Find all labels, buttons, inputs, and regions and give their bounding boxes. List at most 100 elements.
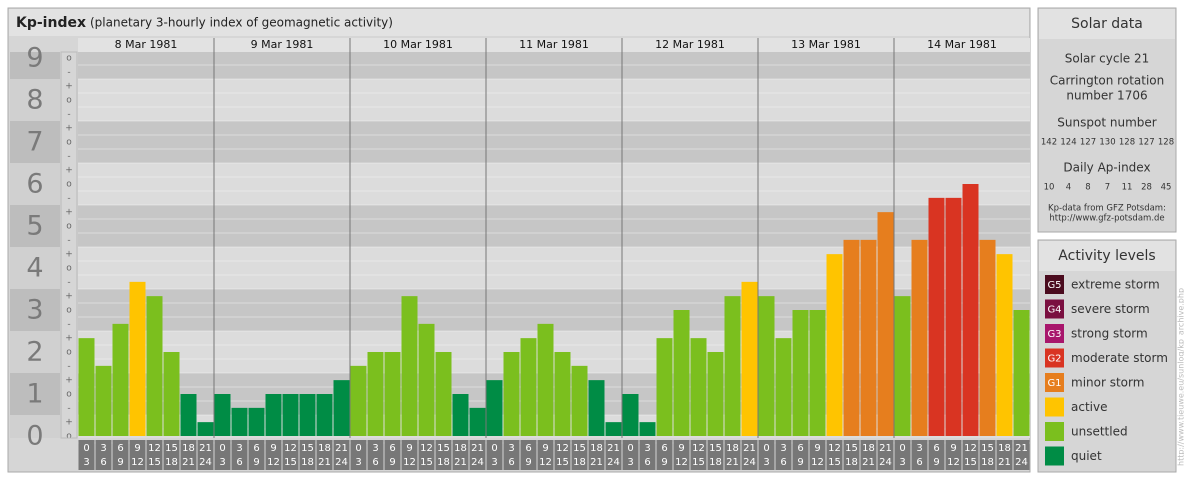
hour-cell bbox=[724, 440, 741, 470]
bar bbox=[197, 422, 214, 436]
minor-tick-label: o bbox=[66, 264, 72, 274]
legend-code: G1 bbox=[1047, 378, 1061, 389]
date-cell bbox=[622, 38, 758, 52]
hour-cell bbox=[673, 440, 690, 470]
minor-tick-label: + bbox=[65, 166, 73, 176]
date-cell bbox=[350, 38, 486, 52]
bar bbox=[282, 394, 299, 436]
hour-label: 18 bbox=[573, 457, 586, 468]
hour-cell bbox=[809, 440, 826, 470]
hour-label: 0 bbox=[763, 443, 769, 454]
minor-tick-label: o bbox=[66, 54, 72, 64]
hour-cell bbox=[469, 440, 486, 470]
hour-label: 6 bbox=[644, 457, 650, 468]
bar bbox=[231, 407, 248, 436]
hour-label: 9 bbox=[134, 443, 140, 454]
hour-label: 21 bbox=[471, 443, 484, 454]
hour-cell bbox=[622, 440, 639, 470]
ap-title: Daily Ap-index bbox=[1063, 161, 1150, 175]
date-label: 9 Mar 1981 bbox=[251, 38, 314, 51]
hour-label: 21 bbox=[454, 457, 467, 468]
ap-value: 4 bbox=[1066, 183, 1071, 193]
hour-cell bbox=[996, 440, 1013, 470]
hour-label: 6 bbox=[389, 443, 395, 454]
hour-label: 6 bbox=[916, 457, 922, 468]
bar bbox=[129, 281, 146, 436]
hour-cell bbox=[180, 440, 197, 470]
hour-label: 3 bbox=[236, 443, 242, 454]
bar bbox=[656, 338, 673, 436]
hour-label: 9 bbox=[253, 457, 259, 468]
hour-label: 24 bbox=[471, 457, 484, 468]
minor-tick-label: o bbox=[66, 306, 72, 316]
bar bbox=[639, 422, 656, 436]
solar-cycle: Solar cycle 21 bbox=[1065, 52, 1150, 66]
bar bbox=[860, 239, 877, 436]
y-tick-label: 0 bbox=[26, 421, 43, 452]
hour-label: 21 bbox=[199, 443, 212, 454]
minor-tick-label: - bbox=[67, 404, 70, 414]
band bbox=[78, 52, 1030, 79]
hour-label: 12 bbox=[675, 457, 688, 468]
hour-cell bbox=[911, 440, 928, 470]
legend-code: G3 bbox=[1047, 329, 1061, 340]
sunspot-value: 127 bbox=[1080, 138, 1096, 148]
hour-label: 3 bbox=[355, 457, 361, 468]
hour-label: 15 bbox=[709, 443, 722, 454]
bar bbox=[724, 296, 741, 436]
bar bbox=[962, 184, 979, 436]
y-tick-label: 1 bbox=[26, 379, 43, 410]
minor-tick-label: + bbox=[65, 376, 73, 386]
date-label: 8 Mar 1981 bbox=[115, 38, 178, 51]
carrington: number 1706 bbox=[1066, 89, 1147, 103]
bar bbox=[911, 239, 928, 436]
hour-label: 21 bbox=[335, 443, 348, 454]
hour-label: 18 bbox=[590, 443, 603, 454]
hour-label: 24 bbox=[335, 457, 348, 468]
watermark: http://www.tieuwe.eu/sunlog/kp_archive.p… bbox=[1177, 288, 1184, 466]
hour-cell bbox=[537, 440, 554, 470]
hour-label: 15 bbox=[692, 457, 705, 468]
bar bbox=[877, 212, 894, 436]
minor-tick-label: - bbox=[67, 362, 70, 372]
hour-label: 12 bbox=[131, 457, 144, 468]
ap-value: 8 bbox=[1085, 183, 1090, 193]
y-tick-label: 8 bbox=[26, 85, 43, 116]
hour-label: 6 bbox=[933, 443, 939, 454]
solar-title: Solar data bbox=[1071, 16, 1143, 32]
band bbox=[78, 415, 1030, 438]
bar bbox=[809, 310, 826, 436]
bar bbox=[503, 352, 520, 436]
hour-label: 21 bbox=[862, 457, 875, 468]
hour-label: 6 bbox=[253, 443, 259, 454]
legend-swatch bbox=[1045, 299, 1064, 319]
hour-cell bbox=[401, 440, 418, 470]
hour-cell bbox=[571, 440, 588, 470]
hour-label: 6 bbox=[797, 443, 803, 454]
hour-label: 12 bbox=[828, 443, 841, 454]
hour-label: 9 bbox=[270, 443, 276, 454]
band bbox=[78, 163, 1030, 205]
bar bbox=[418, 323, 435, 436]
solar-header bbox=[1039, 9, 1175, 39]
y-tick-label: 2 bbox=[26, 337, 43, 368]
y-label-cell bbox=[10, 52, 60, 79]
hour-cell bbox=[333, 440, 350, 470]
hour-cell bbox=[588, 440, 605, 470]
hour-label: 3 bbox=[899, 457, 905, 468]
hour-cell bbox=[656, 440, 673, 470]
hour-label: 12 bbox=[284, 443, 297, 454]
sunspot-value: 130 bbox=[1099, 138, 1115, 148]
y-tick-label: 6 bbox=[26, 169, 43, 200]
bar bbox=[622, 394, 639, 436]
bar bbox=[163, 352, 180, 436]
hour-cell bbox=[146, 440, 163, 470]
hour-cell bbox=[367, 440, 384, 470]
y-label-cell bbox=[10, 121, 60, 163]
bar bbox=[248, 407, 265, 436]
bar bbox=[741, 281, 758, 436]
hour-cell bbox=[894, 440, 911, 470]
bar bbox=[826, 254, 843, 436]
bar bbox=[299, 394, 316, 436]
hour-cell bbox=[843, 440, 860, 470]
